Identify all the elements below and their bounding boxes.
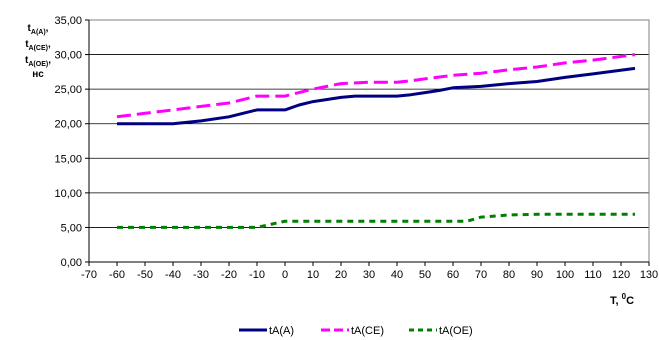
x-tick-label: -70 — [81, 269, 97, 281]
x-tick-label: -40 — [165, 269, 181, 281]
x-axis-label: T, 0C — [610, 292, 634, 307]
series-lines — [116, 53, 636, 229]
y-axis-label-line: tA(CE), — [25, 39, 51, 52]
series-line-tA(A) — [117, 66, 636, 126]
x-tick-label: 80 — [503, 269, 515, 281]
axes — [85, 19, 650, 266]
legend-label-tA(CE): tA(CE) — [351, 325, 384, 337]
y-tick-label: 0,00 — [61, 257, 82, 269]
x-tick-label: 30 — [363, 269, 375, 281]
x-tick-label: 130 — [640, 269, 658, 281]
x-tick-label: 50 — [419, 269, 431, 281]
legend: tA(A) tA(CE) tA(OE) — [239, 325, 473, 337]
legend-label-tA(OE): tA(OE) — [439, 325, 473, 337]
x-tick-label: 100 — [556, 269, 574, 281]
x-tick-label: 60 — [447, 269, 459, 281]
x-tick-label: 120 — [612, 269, 630, 281]
y-tick-labels: 0,00 5,00 10,00 15,00 20,00 25,00 30,00 35,00 — [54, 15, 82, 269]
plot-area-border — [88, 19, 650, 263]
x-tick-label: -50 — [137, 269, 153, 281]
y-tick-label: 30,00 — [54, 50, 82, 62]
y-axis-label-line: tA(A), — [28, 23, 49, 36]
x-tick-labels: -70 -60 -50 -40 -30 -20 -10 0 10 20 30 40 50 60 70 80 90… — [81, 269, 658, 281]
x-tick-label: -20 — [221, 269, 237, 281]
y-tick-label: 15,00 — [54, 153, 82, 165]
x-tick-label: 20 — [335, 269, 347, 281]
x-tick-label: -60 — [109, 269, 125, 281]
y-axis-label-line: нс — [32, 69, 44, 80]
series-line-tA(OE) — [117, 212, 635, 229]
y-tick-label: 20,00 — [54, 119, 82, 131]
y-tick-label: 10,00 — [54, 188, 82, 200]
x-tick-label: 70 — [475, 269, 487, 281]
series-line-tA(CE) — [116, 53, 636, 119]
x-tick-label: -30 — [193, 269, 209, 281]
x-tick-label: 110 — [584, 269, 602, 281]
x-tick-label: -10 — [249, 269, 265, 281]
y-tick-label: 5,00 — [61, 222, 82, 234]
legend-label-tA(A): tA(A) — [269, 325, 294, 337]
y-axis-label-line: tA(OE), — [25, 55, 51, 68]
y-tick-label: 25,00 — [54, 84, 82, 96]
x-tick-label: 90 — [531, 269, 543, 281]
y-tick-label: 35,00 — [54, 15, 82, 27]
y-axis-label: tA(A), tA(CE), tA(OE),нс — [25, 23, 51, 80]
x-tick-label: 0 — [282, 269, 288, 281]
x-tick-label: 10 — [307, 269, 319, 281]
x-tick-label: 40 — [391, 269, 403, 281]
